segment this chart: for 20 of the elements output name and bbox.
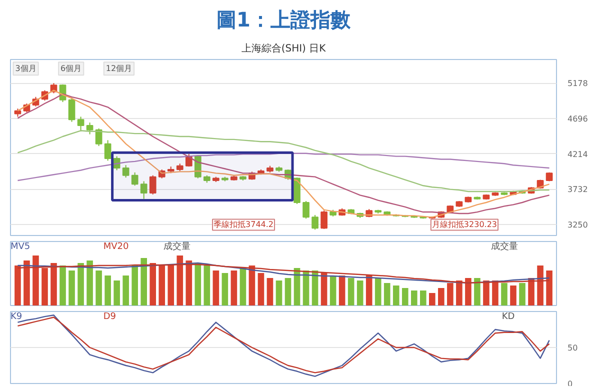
y-tick-label: 4696 xyxy=(568,114,588,124)
text: 成交量 xyxy=(163,241,190,252)
text: D9 xyxy=(103,312,116,322)
annotation: 季線扣抵3744.2 xyxy=(214,220,274,230)
y-tick-label: 3732 xyxy=(568,185,588,194)
y-tick-label: 4214 xyxy=(568,150,588,159)
chart-title: 圖1：上證指數 xyxy=(216,8,352,32)
annotation: KD xyxy=(502,312,515,322)
chart-subtitle: 上海綜合(SHI) 日K xyxy=(241,42,326,54)
text: 成交量 xyxy=(490,241,518,252)
annotation: 12個月 xyxy=(106,64,132,74)
y-tick-label: 3250 xyxy=(568,220,588,230)
annotation: 6個月 xyxy=(60,64,82,74)
annotation: 月線扣抵3230.23 xyxy=(432,220,498,230)
y-tick-label: 50 xyxy=(568,344,578,352)
annotation: 3個月 xyxy=(15,64,36,74)
y-tick-label: 5178 xyxy=(568,79,588,88)
series-label: K9 xyxy=(10,312,22,322)
series-label: MV20 xyxy=(103,242,129,252)
series-label: MV5 xyxy=(10,242,30,252)
